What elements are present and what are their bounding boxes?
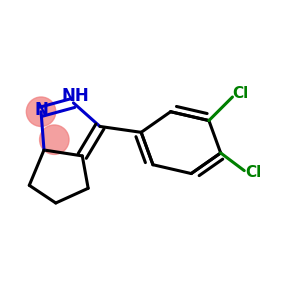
Text: N: N — [34, 101, 48, 119]
Text: Cl: Cl — [245, 166, 262, 181]
Text: NH: NH — [61, 86, 89, 104]
Circle shape — [40, 125, 69, 154]
Text: Cl: Cl — [232, 86, 249, 101]
Circle shape — [26, 97, 56, 126]
